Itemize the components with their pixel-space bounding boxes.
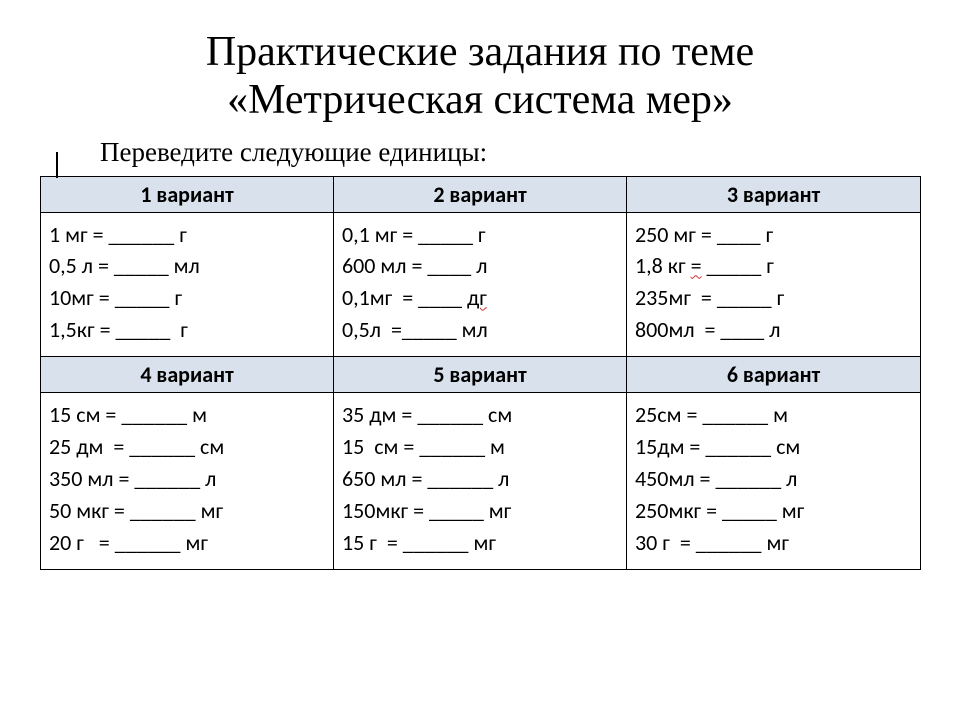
cell-variant-6: 25см = ______ м 15дм = ______ см 450мл =… — [627, 393, 921, 569]
title-line-1: Практические задания по теме — [206, 29, 754, 75]
exercise-line: 250мкг = _____ мг — [635, 495, 912, 527]
exercise-line: 20 г = ______ мг — [49, 527, 325, 559]
header-variant-3: 3 вариант — [627, 176, 921, 212]
exercise-line: 800мл = ____ л — [635, 314, 912, 346]
page-subtitle: Переведите следующие единицы: — [100, 137, 920, 168]
header-variant-6: 6 вариант — [627, 357, 921, 393]
exercise-line: 0,1мг = ____ дг — [342, 282, 618, 314]
worksheet-page: Практические задания по теме «Метрическа… — [0, 0, 960, 590]
spellcheck-underline: = — [691, 252, 702, 279]
exercise-line: 150мкг = _____ мг — [342, 495, 618, 527]
exercise-line: 0,5л =_____ мл — [342, 314, 618, 346]
exercise-line: 450мл = ______ л — [635, 463, 912, 495]
header-row-1: 1 вариант 2 вариант 3 вариант — [41, 176, 921, 212]
exercise-line: 350 мл = ______ л — [49, 463, 325, 495]
cell-variant-2: 0,1 мг = _____ г 600 мл = ____ л 0,1мг =… — [334, 212, 627, 357]
header-variant-1: 1 вариант — [41, 176, 334, 212]
spellcheck-underline: дг — [467, 284, 487, 311]
exercise-line: 15дм = ______ см — [635, 431, 912, 463]
cell-variant-5: 35 дм = ______ см 15 см = ______ м 650 м… — [334, 393, 627, 569]
exercise-line: 1,5кг = _____ г — [49, 314, 325, 346]
page-title: Практические задания по теме «Метрическа… — [80, 28, 880, 125]
header-row-2: 4 вариант 5 вариант 6 вариант — [41, 357, 921, 393]
header-variant-5: 5 вариант — [334, 357, 627, 393]
cell-variant-4: 15 см = ______ м 25 дм = ______ см 350 м… — [41, 393, 334, 569]
exercise-line: 250 мг = ____ г — [635, 219, 912, 251]
exercise-line: 30 г = ______ мг — [635, 527, 912, 559]
exercise-line: 10мг = _____ г — [49, 282, 325, 314]
exercise-line: 1,8 кг = _____ г — [635, 250, 912, 282]
exercise-line: 235мг = _____ г — [635, 282, 912, 314]
exercise-line: 1 мг = ______ г — [49, 219, 325, 251]
exercise-line: 0,5 л = _____ мл — [49, 250, 325, 282]
content-row-1: 1 мг = ______ г 0,5 л = _____ мл 10мг = … — [41, 212, 921, 357]
exercise-line: 15 см = ______ м — [342, 431, 618, 463]
exercise-line: 600 мл = ____ л — [342, 250, 618, 282]
exercise-line: 15 г = ______ мг — [342, 527, 618, 559]
exercise-line: 0,1 мг = _____ г — [342, 219, 618, 251]
title-line-2: «Метрическая система мер» — [227, 77, 733, 123]
exercise-line: 25 дм = ______ см — [49, 431, 325, 463]
exercise-line: 650 мл = ______ л — [342, 463, 618, 495]
exercise-line: 25см = ______ м — [635, 399, 912, 431]
exercise-line: 35 дм = ______ см — [342, 399, 618, 431]
exercise-line: 15 см = ______ м — [49, 399, 325, 431]
header-variant-2: 2 вариант — [334, 176, 627, 212]
cursor-mark — [56, 152, 58, 178]
exercise-line: 50 мкг = ______ мг — [49, 495, 325, 527]
content-row-2: 15 см = ______ м 25 дм = ______ см 350 м… — [41, 393, 921, 569]
cell-variant-3: 250 мг = ____ г 1,8 кг = _____ г 235мг =… — [627, 212, 921, 357]
cell-variant-1: 1 мг = ______ г 0,5 л = _____ мл 10мг = … — [41, 212, 334, 357]
variants-table: 1 вариант 2 вариант 3 вариант 1 мг = ___… — [40, 176, 921, 570]
header-variant-4: 4 вариант — [41, 357, 334, 393]
